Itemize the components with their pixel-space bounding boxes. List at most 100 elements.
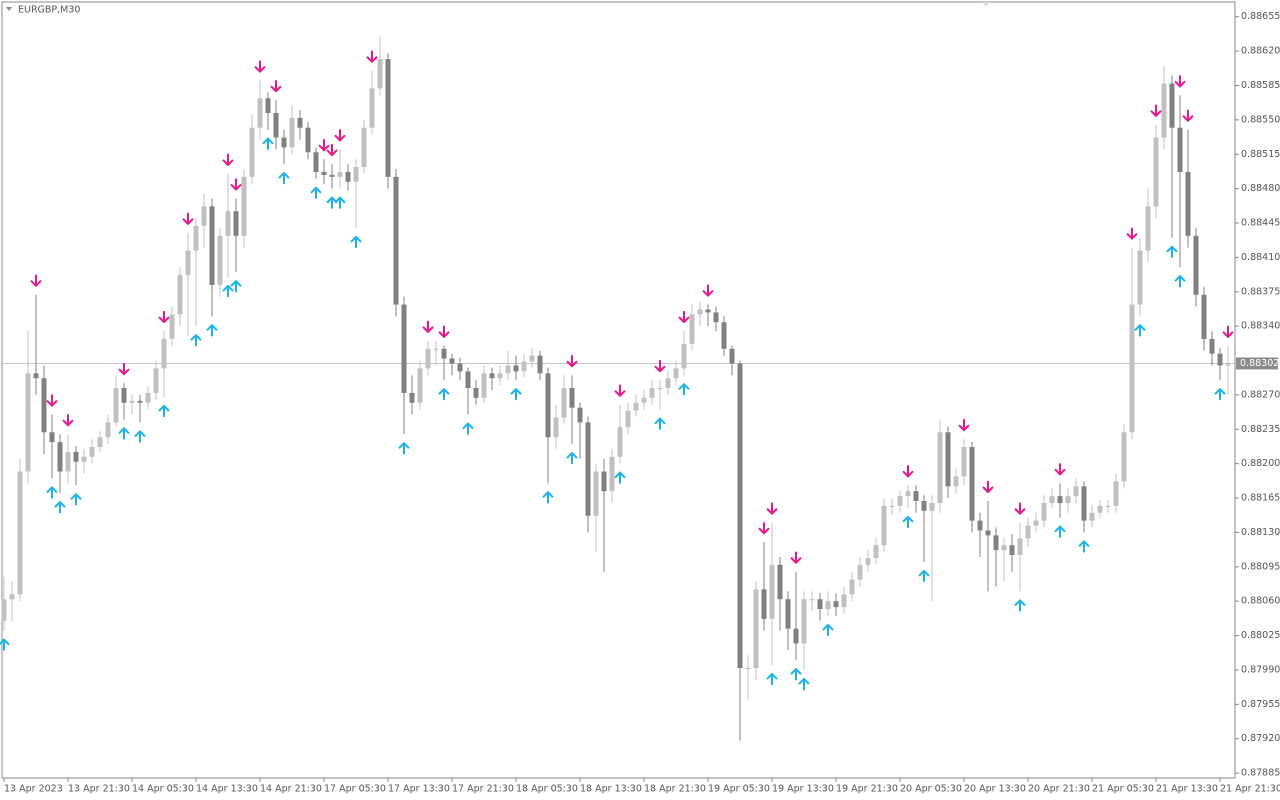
sell-arrow bbox=[318, 139, 330, 152]
y-tick-label: 0.88025 bbox=[1241, 630, 1280, 641]
candle-body bbox=[713, 312, 719, 323]
buy-arrow bbox=[158, 404, 170, 417]
candle-body bbox=[473, 388, 479, 398]
sell-arrow bbox=[30, 274, 42, 288]
candle-body bbox=[65, 451, 71, 472]
sell-arrow bbox=[654, 360, 666, 373]
buy-arrow bbox=[262, 137, 274, 150]
buy-arrow bbox=[542, 490, 554, 504]
candle-body bbox=[721, 322, 727, 349]
candle-body bbox=[329, 174, 335, 177]
buy-arrow bbox=[206, 323, 218, 337]
sell-arrow bbox=[326, 144, 338, 157]
candle-body bbox=[321, 171, 327, 175]
candle-body bbox=[81, 456, 87, 462]
candle-body bbox=[809, 599, 815, 601]
candle-body bbox=[1193, 235, 1199, 295]
candle-body bbox=[57, 442, 63, 472]
candle-body bbox=[817, 599, 823, 610]
candle-body bbox=[1025, 525, 1031, 539]
candle-body bbox=[17, 471, 23, 595]
candle-body bbox=[1129, 304, 1135, 433]
candle-body bbox=[1121, 432, 1127, 482]
sell-arrow bbox=[766, 502, 778, 516]
candle-body bbox=[577, 407, 583, 423]
buy-arrow bbox=[1014, 598, 1026, 612]
candle-body bbox=[801, 599, 807, 644]
candle-body bbox=[249, 127, 255, 177]
candle-body bbox=[297, 117, 303, 128]
y-tick-label: 0.88410 bbox=[1241, 252, 1280, 263]
candle-body bbox=[705, 309, 711, 313]
plot-frame bbox=[1, 1, 1236, 779]
y-tick-label: 0.87885 bbox=[1241, 768, 1280, 779]
buy-arrow bbox=[134, 430, 146, 443]
candle-body bbox=[1137, 250, 1143, 305]
candle-body bbox=[1065, 496, 1071, 503]
x-tick-label: 18 Apr 05:30 bbox=[516, 784, 578, 795]
sell-arrow bbox=[46, 394, 58, 407]
sell-arrow bbox=[334, 129, 346, 142]
candle-body bbox=[849, 579, 855, 595]
candle-body bbox=[281, 137, 287, 148]
x-tick-label: 18 Apr 21:30 bbox=[644, 784, 706, 795]
candle-body bbox=[953, 476, 959, 487]
x-tick-label: 14 Apr 21:30 bbox=[260, 784, 322, 795]
candle-body bbox=[1153, 137, 1159, 207]
candle-body bbox=[33, 373, 39, 379]
candle-body bbox=[449, 358, 455, 364]
y-tick-label: 0.87920 bbox=[1241, 733, 1280, 744]
candle-body bbox=[1057, 496, 1063, 503]
candle-body bbox=[393, 176, 399, 305]
candle-body bbox=[233, 211, 239, 236]
candle-body bbox=[617, 427, 623, 457]
y-tick-label: 0.88375 bbox=[1241, 286, 1280, 297]
candle-body bbox=[537, 355, 543, 374]
candle-body bbox=[697, 309, 703, 315]
y-tick-label: 0.88270 bbox=[1241, 389, 1280, 400]
candle-body bbox=[209, 206, 215, 285]
y-tick-label: 0.88200 bbox=[1241, 458, 1280, 469]
x-tick-label: 20 Apr 13:30 bbox=[964, 784, 1026, 795]
candle-body bbox=[169, 314, 175, 339]
candle-body bbox=[569, 388, 575, 408]
y-tick-label: 0.88515 bbox=[1241, 149, 1280, 160]
candle-body bbox=[1145, 206, 1151, 251]
candle-body bbox=[369, 88, 375, 128]
candle-body bbox=[1, 599, 7, 621]
candle-body bbox=[241, 176, 247, 236]
candle-body bbox=[89, 446, 95, 457]
buy-arrow bbox=[398, 441, 410, 455]
buy-arrow bbox=[614, 471, 626, 484]
candle-body bbox=[153, 368, 159, 393]
candle-body bbox=[489, 373, 495, 379]
candle-body bbox=[681, 343, 687, 369]
candle-body bbox=[305, 127, 311, 153]
x-tick-label: 13 Apr 2023 bbox=[4, 784, 63, 795]
y-tick-label: 0.87990 bbox=[1241, 664, 1280, 675]
current-price-label: 0.88302 bbox=[1240, 358, 1279, 369]
candle-body bbox=[1201, 294, 1207, 339]
buy-arrow bbox=[118, 427, 130, 440]
candle-body bbox=[257, 98, 263, 128]
sell-arrow bbox=[182, 212, 194, 226]
y-tick-label: 0.88235 bbox=[1241, 424, 1280, 435]
candle-body bbox=[1081, 486, 1087, 521]
buy-arrow bbox=[902, 515, 914, 528]
x-tick-label: 21 Apr 05:30 bbox=[1092, 784, 1154, 795]
current-price-tag bbox=[1236, 357, 1278, 370]
buy-arrow bbox=[1134, 323, 1146, 337]
sell-arrow bbox=[1054, 463, 1066, 476]
sell-arrow bbox=[958, 419, 970, 432]
buy-arrow bbox=[350, 235, 362, 248]
sell-arrow bbox=[902, 465, 914, 478]
candle-body bbox=[121, 388, 127, 403]
candle-body bbox=[993, 535, 999, 551]
candle-body bbox=[1113, 481, 1119, 506]
sell-arrow bbox=[702, 284, 714, 297]
candle-body bbox=[1089, 512, 1095, 521]
candle-body bbox=[913, 491, 919, 501]
chart-title: EURGBP,M30 bbox=[18, 5, 80, 16]
x-tick-label: 21 Apr 21:30 bbox=[1220, 784, 1280, 795]
candle-body bbox=[937, 432, 943, 503]
